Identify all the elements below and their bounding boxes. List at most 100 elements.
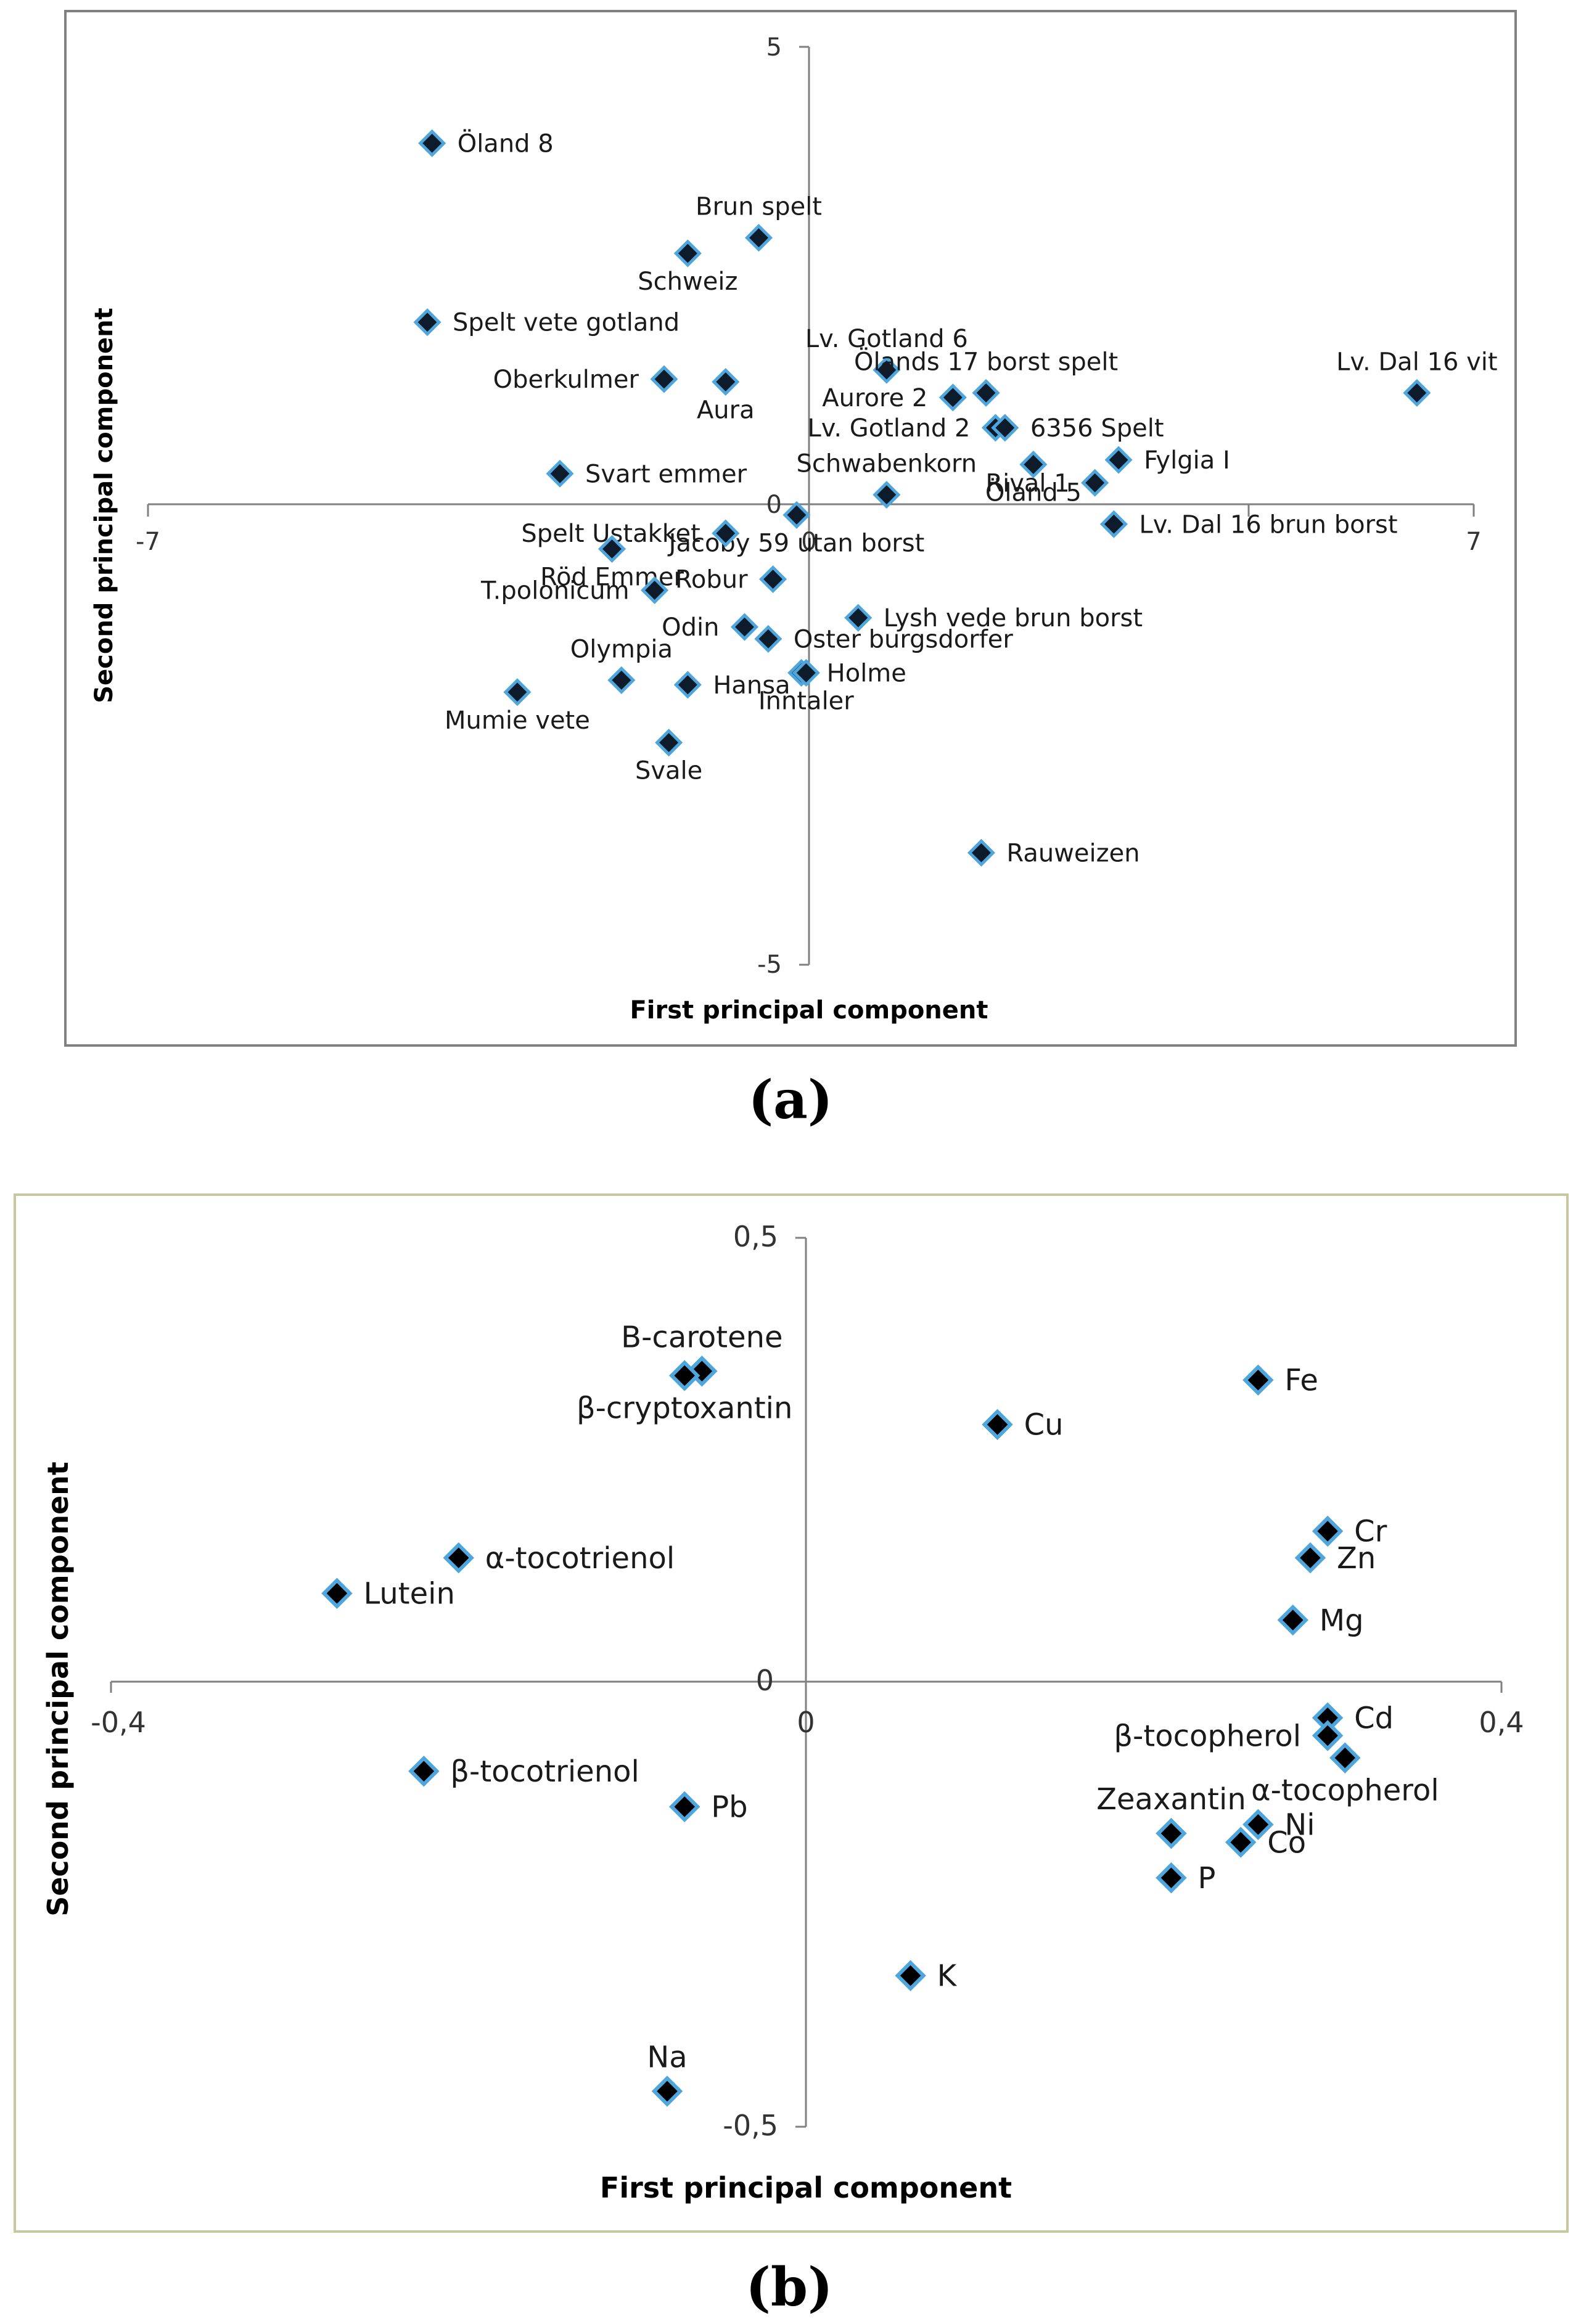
- data-point-label: Zn: [1337, 1541, 1376, 1576]
- data-point-label: Ni: [1284, 1808, 1315, 1843]
- data-point-label: Holme: [827, 659, 906, 687]
- data-point-label: Schwabenkorn: [797, 450, 977, 478]
- data-point-label: Öland 8: [458, 128, 554, 158]
- data-point-label: Ölands 17 borst spelt: [854, 346, 1118, 376]
- caption-a: (a): [748, 1069, 832, 1131]
- data-point-marker: [1099, 510, 1128, 538]
- data-point-label: β-tocotrienol: [450, 1754, 639, 1789]
- y-tick-label: -0,5: [723, 2109, 778, 2142]
- data-point-label: 6356 Spelt: [1030, 414, 1164, 443]
- data-point-label: Hansa: [713, 671, 790, 700]
- data-point-label: Pb: [711, 1790, 747, 1825]
- y-tick-label: 0,5: [733, 1220, 778, 1253]
- data-point-marker: [668, 1360, 700, 1391]
- data-point-label: Na: [647, 2040, 687, 2074]
- data-point-marker: [321, 1577, 353, 1610]
- x-tick-label: 7: [1466, 528, 1481, 556]
- data-point-label: Lv. Gotland 2: [807, 414, 970, 443]
- data-point-label: α-tocotrienol: [485, 1541, 675, 1576]
- data-point-label: β-tocopherol: [1114, 1719, 1301, 1753]
- data-point-marker: [873, 481, 901, 509]
- data-point-label: Inntaler: [758, 687, 854, 715]
- x-axis-title-a: First principal component: [630, 996, 988, 1025]
- data-point-marker: [655, 729, 683, 757]
- data-point-marker: [597, 534, 626, 563]
- data-point-label: Jacoby 59 utan borst: [667, 529, 925, 557]
- data-point-label: β-cryptoxantin: [577, 1391, 792, 1426]
- data-point-marker: [418, 129, 446, 157]
- chart-panel-b: 0,5 0 -0,5 -0,4 0 0,4 First principal co…: [14, 1193, 1569, 2233]
- data-point-marker: [792, 658, 820, 687]
- data-point-marker: [546, 459, 574, 488]
- y-tick-label: 0: [756, 1664, 774, 1697]
- data-point-marker: [873, 356, 901, 384]
- data-point-label: Cd: [1354, 1701, 1394, 1735]
- x-tick-label: 0: [801, 528, 816, 556]
- data-point-label: Aura: [697, 396, 755, 424]
- data-point-marker: [754, 624, 782, 653]
- data-point-marker: [413, 308, 441, 337]
- plot-frame-b: [14, 1193, 1569, 2233]
- data-point-marker: [1312, 1515, 1344, 1547]
- data-point-label: Aurore 2: [822, 384, 927, 412]
- data-point-marker: [673, 239, 702, 268]
- data-point-label: Lv. Gotland 6: [805, 325, 968, 353]
- data-point-marker: [1294, 1542, 1326, 1574]
- data-point-marker: [1277, 1604, 1308, 1636]
- data-point-label: Mumie vete: [445, 706, 590, 735]
- x-tick-label: -7: [136, 528, 160, 556]
- y-tick-label: -5: [757, 951, 782, 979]
- data-point-marker: [1403, 378, 1431, 407]
- data-point-label: Oberkulmer: [493, 366, 639, 394]
- y-axis-title-a: Second principal component: [90, 308, 118, 703]
- data-point-label: Svart emmer: [585, 460, 747, 488]
- data-point-marker: [443, 1542, 474, 1574]
- data-point-marker: [991, 414, 1019, 442]
- data-point-marker: [972, 378, 1000, 407]
- data-point-marker: [967, 838, 995, 867]
- data-point-label: Oster burgsdorfer: [794, 625, 1013, 653]
- data-point-label: α-tocopherol: [1251, 1774, 1439, 1808]
- data-point-marker: [1081, 468, 1109, 497]
- data-point-label: Spelt vete gotland: [453, 309, 680, 337]
- data-point-label: Lv. Dal 16 vit: [1336, 348, 1498, 376]
- data-point-marker: [673, 671, 702, 699]
- data-point-label: Robur: [675, 566, 748, 594]
- data-point-label: Lv. Dal 16 brun borst: [1139, 510, 1397, 539]
- x-tick-label: 0,4: [1479, 1706, 1524, 1739]
- chart-panel-a: 5 0 -5 -7 0 7 First principal component …: [64, 10, 1517, 1047]
- plot-frame-a: [64, 10, 1517, 1047]
- data-point-marker: [1156, 1862, 1187, 1894]
- data-point-label: Cr: [1354, 1515, 1387, 1549]
- data-point-marker: [651, 2076, 683, 2107]
- data-point-marker: [1312, 1720, 1344, 1751]
- data-point-label: Svale: [635, 757, 702, 785]
- y-axis-title-b: Second principal component: [41, 1462, 75, 1917]
- data-point-label: Fylgia I: [1144, 446, 1230, 475]
- data-point-marker: [730, 613, 759, 641]
- data-point-marker: [607, 666, 636, 694]
- data-point-label: Lutein: [363, 1577, 454, 1611]
- y-tick-label: 5: [766, 33, 782, 62]
- data-point-label: Öland 5: [985, 477, 1082, 507]
- caption-b: (b): [745, 2256, 833, 2318]
- data-point-marker: [712, 367, 740, 396]
- data-point-marker: [782, 501, 811, 529]
- data-point-label: Brun spelt: [696, 193, 822, 221]
- data-point-label: P: [1197, 1861, 1215, 1896]
- data-point-marker: [745, 224, 773, 252]
- data-point-label: Cu: [1024, 1408, 1064, 1442]
- data-point-marker: [1225, 1827, 1257, 1858]
- data-point-marker: [641, 576, 669, 605]
- data-point-label: Olympia: [570, 635, 673, 663]
- data-point-label: Mg: [1320, 1603, 1364, 1638]
- data-point-marker: [650, 365, 678, 393]
- data-point-marker: [712, 519, 740, 547]
- x-axis-title-b: First principal component: [600, 2171, 1012, 2204]
- y-tick-label: 0: [766, 491, 782, 519]
- scatter-points-b: B-carotene β-cryptoxantin Fe Cu Cr α-tocotrie…: [321, 1320, 1439, 2107]
- data-point-marker: [408, 1755, 440, 1787]
- data-point-marker: [503, 678, 532, 706]
- data-point-label: Fe: [1284, 1364, 1318, 1398]
- data-point-marker: [759, 565, 787, 594]
